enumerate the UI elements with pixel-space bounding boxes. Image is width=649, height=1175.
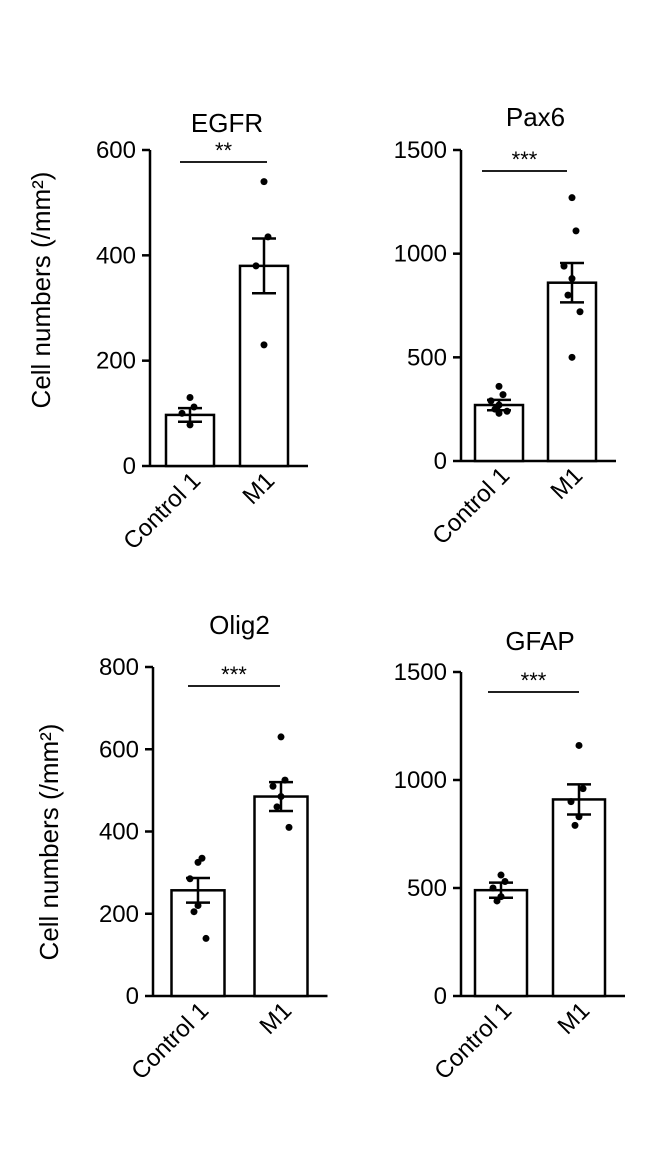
y-axis-label: Cell numbers (/mm²) bbox=[26, 172, 56, 409]
y-tick-label: 400 bbox=[96, 242, 136, 269]
bar-m1 bbox=[238, 264, 290, 468]
chart-panel-egfr: EGFR Cell numbers (/mm²) 0 200 400 600 Control… bbox=[26, 108, 308, 555]
data-point bbox=[186, 421, 194, 429]
data-point bbox=[495, 382, 503, 390]
data-point bbox=[572, 227, 580, 235]
data-point bbox=[277, 733, 285, 741]
chart-title: EGFR bbox=[191, 108, 263, 138]
data-point bbox=[571, 821, 579, 829]
data-point bbox=[194, 902, 202, 910]
data-point bbox=[568, 275, 576, 283]
data-point bbox=[564, 291, 572, 299]
significance-label: ** bbox=[215, 138, 233, 163]
data-point bbox=[579, 785, 587, 793]
category-label-control-1: Control 1 bbox=[126, 997, 214, 1085]
data-point bbox=[487, 397, 495, 405]
y-tick-label: 400 bbox=[99, 819, 139, 846]
error-bar-m1 bbox=[252, 237, 276, 295]
y-tick-label: 0 bbox=[434, 448, 447, 475]
data-point bbox=[567, 798, 575, 806]
data-point bbox=[501, 878, 509, 886]
data-point bbox=[576, 308, 584, 316]
y-tick-label: 0 bbox=[126, 983, 139, 1010]
data-point bbox=[198, 854, 206, 862]
data-point bbox=[493, 897, 501, 905]
bar-m1 bbox=[546, 281, 598, 463]
data-point bbox=[273, 803, 281, 811]
data-point bbox=[560, 262, 568, 270]
y-tick-label: 1500 bbox=[394, 659, 447, 686]
y-tick-label: 200 bbox=[96, 348, 136, 375]
data-point bbox=[190, 403, 198, 411]
chart-title: GFAP bbox=[505, 626, 574, 656]
category-label-m1: M1 bbox=[255, 997, 298, 1040]
panels: EGFR Cell numbers (/mm²) 0 200 400 600 Control… bbox=[26, 102, 625, 1085]
data-point bbox=[575, 741, 583, 749]
category-label-control-1: Control 1 bbox=[118, 467, 206, 555]
data-point bbox=[186, 875, 194, 883]
data-point bbox=[499, 391, 507, 399]
data-point bbox=[190, 908, 198, 916]
category-label-m1: M1 bbox=[546, 462, 589, 505]
data-point bbox=[495, 409, 503, 417]
y-tick-label: 0 bbox=[434, 983, 447, 1010]
y-tick-label: 1000 bbox=[394, 241, 447, 268]
y-tick-label: 600 bbox=[96, 137, 136, 164]
bar-m1 bbox=[253, 795, 309, 998]
data-point bbox=[568, 353, 576, 361]
bar-control-1 bbox=[473, 888, 529, 998]
significance-label: *** bbox=[521, 668, 547, 693]
category-label-control-1: Control 1 bbox=[427, 462, 515, 550]
y-tick-label: 500 bbox=[407, 344, 447, 371]
data-point bbox=[277, 793, 285, 801]
chart-panel-pax6: Pax6 0 500 1000 1500 Control 1 M1 *** bbox=[394, 102, 616, 550]
data-point bbox=[281, 776, 289, 784]
data-point bbox=[503, 407, 511, 415]
y-tick-label: 500 bbox=[407, 875, 447, 902]
chart-panel-gfap: GFAP 0 500 1000 1500 Control 1 M1 *** bbox=[394, 626, 625, 1085]
chart-title: Pax6 bbox=[506, 102, 565, 132]
significance-label: *** bbox=[512, 147, 538, 172]
category-label-m1: M1 bbox=[238, 467, 281, 510]
bar-m1 bbox=[551, 798, 607, 998]
y-tick-label: 1500 bbox=[394, 137, 447, 164]
significance-label: *** bbox=[221, 662, 247, 687]
data-point bbox=[264, 233, 272, 241]
chart-title: Olig2 bbox=[209, 610, 270, 640]
category-label-m1: M1 bbox=[553, 997, 596, 1040]
data-point bbox=[497, 871, 505, 879]
y-tick-label: 1000 bbox=[394, 767, 447, 794]
data-point bbox=[568, 194, 576, 202]
data-point bbox=[285, 823, 293, 831]
data-point bbox=[186, 394, 194, 402]
data-point bbox=[489, 884, 497, 892]
category-label-control-1: Control 1 bbox=[429, 997, 517, 1085]
data-point bbox=[575, 813, 583, 821]
chart-panel-olig2: Olig2 Cell numbers (/mm²) 0 200 400 600 800 Con… bbox=[34, 610, 328, 1085]
data-point bbox=[252, 262, 260, 270]
data-point bbox=[269, 782, 277, 790]
y-tick-label: 200 bbox=[99, 901, 139, 928]
data-point bbox=[202, 934, 210, 942]
data-point bbox=[178, 409, 186, 417]
y-tick-label: 800 bbox=[99, 654, 139, 681]
y-tick-label: 600 bbox=[99, 736, 139, 763]
y-tick-label: 0 bbox=[123, 453, 136, 480]
y-axis-label: Cell numbers (/mm²) bbox=[34, 724, 64, 961]
data-point bbox=[260, 341, 268, 349]
data-point bbox=[260, 178, 268, 186]
